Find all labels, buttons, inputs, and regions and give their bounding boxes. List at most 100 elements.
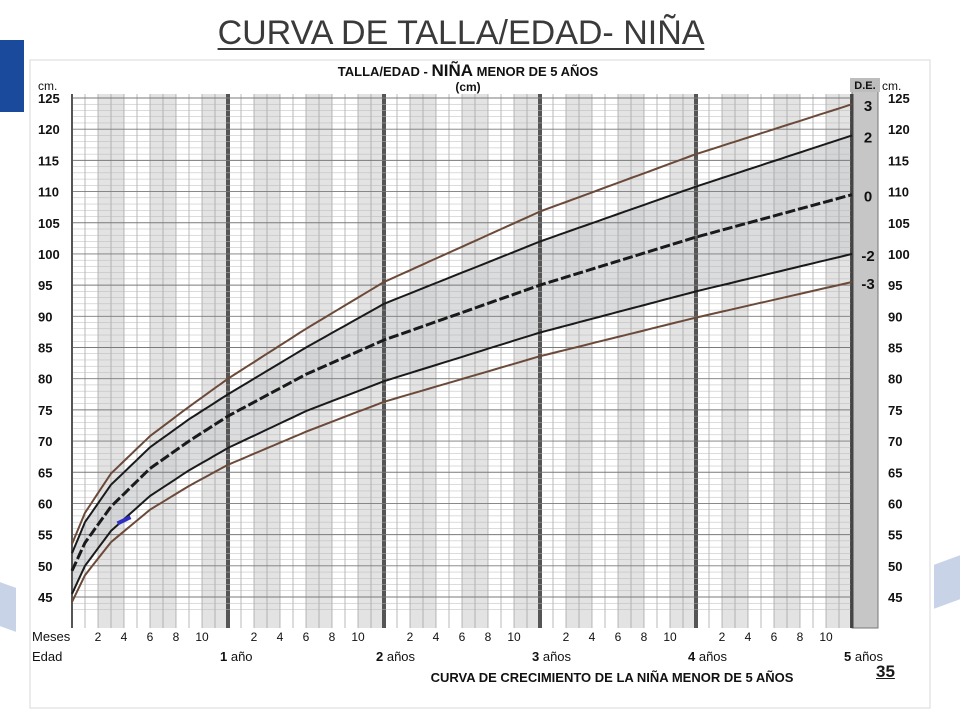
age-label: 4 años <box>688 649 728 664</box>
month-tick-label: 8 <box>797 630 804 644</box>
chart-title-part: MENOR DE 5 AÑOS <box>473 64 599 79</box>
y-tick-right: 115 <box>888 153 909 168</box>
month-tick-label: 8 <box>173 630 180 644</box>
y-tick-right: 100 <box>888 247 910 262</box>
y-tick-left: 115 <box>38 153 59 168</box>
y-tick-right: 120 <box>888 122 910 137</box>
chart-title-part: NIÑA <box>431 60 473 80</box>
age-label-unit: años <box>387 649 416 664</box>
y-tick-left: 120 <box>38 122 60 137</box>
age-label-unit: años <box>699 649 728 664</box>
month-tick-label: 10 <box>195 630 209 644</box>
series-line-sd-3 <box>71 103 853 545</box>
month-tick-label: 4 <box>589 630 596 644</box>
y-tick-left: 60 <box>38 496 52 511</box>
age-label-unit: años <box>543 649 572 664</box>
month-tick-label: 4 <box>433 630 440 644</box>
chart-text: 3 2 0 -2 -3 TALLA/EDAD - NIÑA MENOR DE 5 AÑOS… <box>32 60 910 685</box>
series-line-sd--2 <box>71 252 853 595</box>
chart-grid <box>71 79 879 629</box>
age-label: 5 años <box>844 649 884 664</box>
month-tick-label: 2 <box>563 630 570 644</box>
age-row-label: Edad <box>32 649 62 664</box>
month-tick-label: 6 <box>147 630 154 644</box>
y-tick-right: 125 <box>888 91 910 106</box>
sd-label--3: -3 <box>861 276 874 293</box>
y-unit-right: cm. <box>882 79 901 93</box>
slide-title: CURVA DE TALLA/EDAD- NIÑA <box>217 14 705 52</box>
chart-series <box>70 103 853 603</box>
month-tick-label: 6 <box>615 630 622 644</box>
month-tick-label: 8 <box>641 630 648 644</box>
y-tick-left: 100 <box>38 247 60 262</box>
y-tick-right: 45 <box>888 590 902 605</box>
y-tick-left: 85 <box>38 341 52 356</box>
y-tick-left: 95 <box>38 278 52 293</box>
month-tick-label: 6 <box>459 630 466 644</box>
month-tick-label: 6 <box>771 630 778 644</box>
y-tick-right: 105 <box>888 216 910 231</box>
accent-bar <box>0 40 24 112</box>
y-tick-left: 70 <box>38 434 52 449</box>
month-tick-label: 2 <box>407 630 414 644</box>
y-tick-left: 105 <box>38 216 60 231</box>
month-tick-label: 2 <box>95 630 102 644</box>
chart-subtitle: (cm) <box>455 80 480 94</box>
month-tick-label: 8 <box>329 630 336 644</box>
month-tick-label: 6 <box>303 630 310 644</box>
age-label: 2 años <box>376 649 416 664</box>
sd-strip <box>851 79 879 629</box>
chart-title: TALLA/EDAD - NIÑA MENOR DE 5 AÑOS <box>338 60 599 80</box>
y-tick-right: 65 <box>888 465 902 480</box>
month-tick-label: 4 <box>121 630 128 644</box>
month-row-label: Meses <box>32 629 71 644</box>
sd-label--2: -2 <box>861 248 874 265</box>
age-label: 3 años <box>532 649 572 664</box>
age-label-number: 2 <box>376 649 387 664</box>
y-tick-left: 45 <box>38 590 52 605</box>
month-tick-label: 10 <box>351 630 365 644</box>
month-tick-label: 8 <box>485 630 492 644</box>
sd-label-2: 2 <box>864 129 872 146</box>
age-label: 1 año <box>220 649 253 664</box>
sd-header-bg <box>850 78 880 92</box>
y-tick-right: 85 <box>888 341 902 356</box>
series-line-sd-2 <box>71 134 853 554</box>
y-tick-right: 90 <box>888 309 902 324</box>
month-tick-label: 10 <box>663 630 677 644</box>
y-tick-left: 50 <box>38 559 52 574</box>
age-label-number: 4 <box>688 649 699 664</box>
month-tick-label: 2 <box>251 630 258 644</box>
y-tick-right: 70 <box>888 434 902 449</box>
y-tick-left: 80 <box>38 372 52 387</box>
page-number: 35 <box>876 662 895 681</box>
y-tick-left: 55 <box>38 528 52 543</box>
y-tick-right: 50 <box>888 559 902 574</box>
y-tick-right: 80 <box>888 372 902 387</box>
series-line-sd--3 <box>71 281 853 603</box>
y-tick-left: 110 <box>38 185 59 200</box>
y-tick-right: 55 <box>888 528 902 543</box>
sd-label-0: 0 <box>864 189 872 206</box>
y-tick-right: 75 <box>888 403 902 418</box>
month-tick-label: 2 <box>719 630 726 644</box>
y-tick-right: 60 <box>888 496 902 511</box>
age-label-number: 5 <box>844 649 855 664</box>
y-tick-left: 65 <box>38 465 52 480</box>
y-tick-left: 125 <box>38 91 60 106</box>
y-tick-right: 110 <box>888 185 909 200</box>
measurement-marker <box>116 515 132 526</box>
month-tick-label: 10 <box>819 630 833 644</box>
age-label-number: 1 <box>220 649 231 664</box>
month-tick-label: 10 <box>507 630 521 644</box>
sd-label-3: 3 <box>864 98 872 115</box>
month-tick-label: 4 <box>745 630 752 644</box>
y-tick-right: 95 <box>888 278 902 293</box>
chart-marker <box>116 515 132 526</box>
chart-title-part: TALLA/EDAD - <box>338 64 432 79</box>
age-label-unit: años <box>855 649 884 664</box>
y-tick-left: 75 <box>38 403 52 418</box>
y-tick-left: 90 <box>38 309 52 324</box>
y-unit-left: cm. <box>38 79 57 93</box>
